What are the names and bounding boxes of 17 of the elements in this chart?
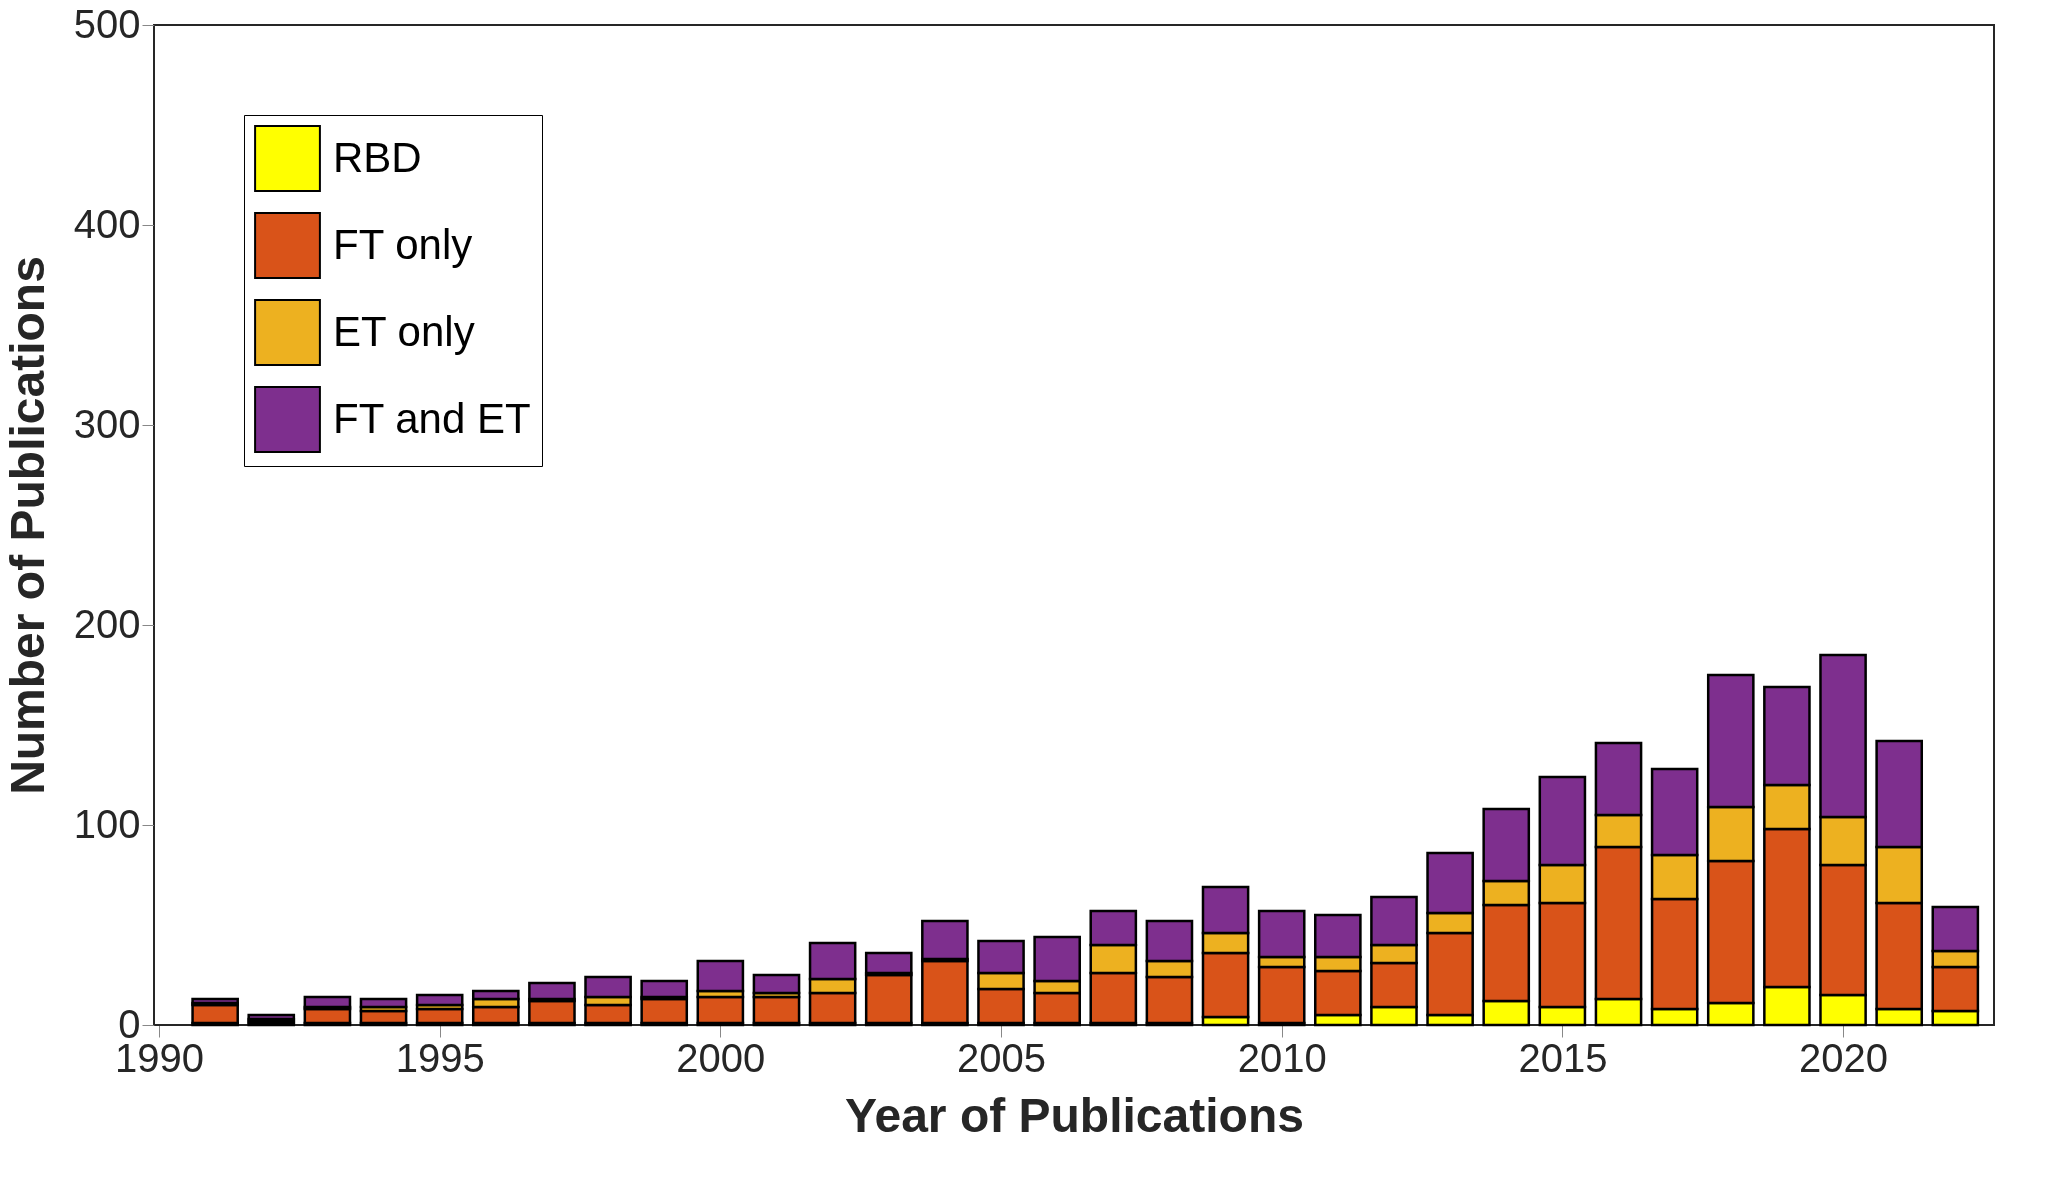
y-tick-label: 500 bbox=[73, 1, 141, 46]
x-tick-label: 2015 bbox=[1518, 1035, 1608, 1080]
x-tick-label: 2005 bbox=[957, 1035, 1047, 1080]
y-tick-label: 300 bbox=[73, 401, 141, 446]
y-tick-label: 100 bbox=[73, 801, 141, 846]
x-tick-label: 1995 bbox=[395, 1035, 485, 1080]
legend-label: ET only bbox=[333, 307, 475, 355]
legend-label: RBD bbox=[333, 133, 422, 181]
y-tick-label: 200 bbox=[73, 601, 141, 646]
x-tick-label: 2010 bbox=[1237, 1035, 1327, 1080]
legend-label: FT only bbox=[333, 220, 473, 268]
y-tick-label: 400 bbox=[73, 201, 141, 246]
legend-label: FT and ET bbox=[333, 394, 531, 442]
x-tick-label: 2000 bbox=[676, 1035, 766, 1080]
x-axis-title: Year of Publications bbox=[845, 1088, 1304, 1142]
x-tick-label: 2020 bbox=[1799, 1035, 1889, 1080]
y-axis-title: Number of Publications bbox=[0, 256, 54, 795]
